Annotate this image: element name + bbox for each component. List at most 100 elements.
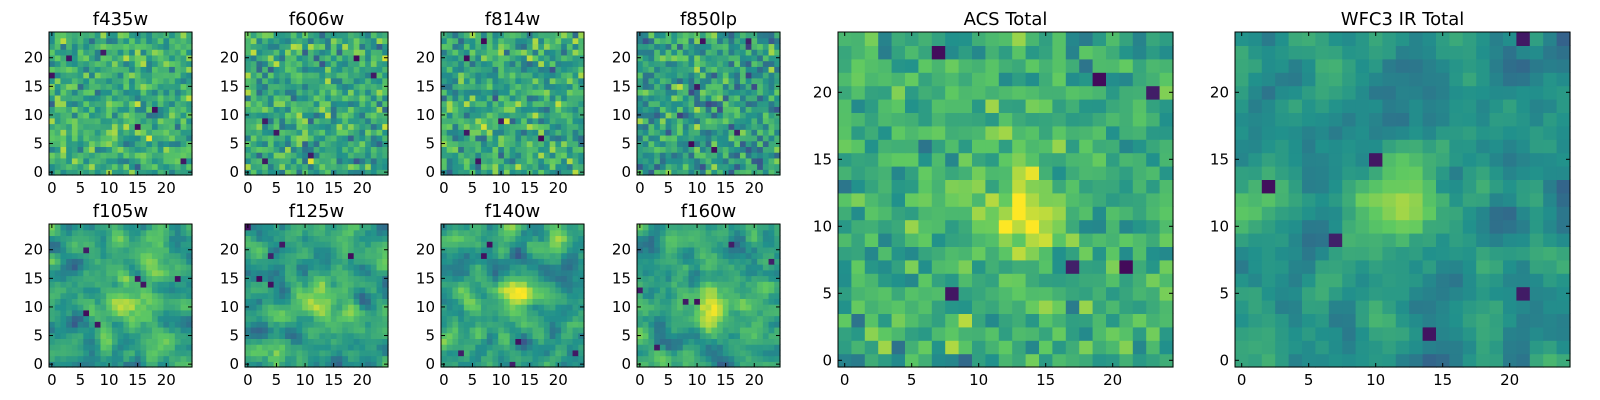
heatmap-cell <box>359 326 366 334</box>
heatmap-cell <box>174 252 182 259</box>
heatmap-cell <box>353 344 360 351</box>
heatmap-cell <box>94 252 102 259</box>
heatmap-cell <box>538 77 545 85</box>
heatmap-cell <box>140 258 147 265</box>
heatmap-cell <box>353 112 360 119</box>
heatmap-cell <box>129 286 136 294</box>
heatmap-cell <box>285 94 292 102</box>
heatmap-cell <box>123 152 130 159</box>
heatmap-cell <box>665 140 672 147</box>
heatmap-cell <box>642 117 650 125</box>
heatmap-cell <box>463 235 471 242</box>
heatmap-cell <box>89 152 96 159</box>
heatmap-cell <box>768 286 775 294</box>
heatmap-cell <box>694 77 701 85</box>
heatmap-cell <box>256 43 263 50</box>
heatmap-cell <box>117 355 124 362</box>
heatmap-cell <box>273 146 280 153</box>
heatmap-cell <box>481 344 488 351</box>
heatmap-cell <box>157 264 164 271</box>
heatmap-cell <box>330 117 338 125</box>
heatmap-cell <box>157 246 164 254</box>
heatmap-cell <box>307 112 315 119</box>
heatmap-cell <box>572 235 579 242</box>
heatmap-cell <box>762 37 770 45</box>
heatmap-cell <box>359 235 366 242</box>
heatmap-cell <box>637 134 644 142</box>
heatmap-cell <box>492 246 499 254</box>
heatmap-cell <box>481 349 488 357</box>
heatmap-cell <box>296 258 303 265</box>
heatmap-cell <box>66 169 73 176</box>
heatmap-cell <box>296 344 303 351</box>
heatmap-cell <box>515 309 522 317</box>
heatmap-cell <box>739 106 747 113</box>
heatmap-cell <box>359 106 366 113</box>
heatmap-cell <box>768 281 775 288</box>
heatmap-cell <box>134 321 142 328</box>
heatmap-cell <box>134 292 142 299</box>
heatmap-cell <box>117 332 124 339</box>
heatmap-cell <box>538 332 545 339</box>
heatmap-cell <box>140 83 147 90</box>
heatmap-cell <box>146 344 153 351</box>
heatmap-cell <box>140 344 147 351</box>
heatmap-cell <box>123 349 130 357</box>
heatmap-cell <box>146 134 153 142</box>
heatmap-cell <box>648 89 655 96</box>
heatmap-cell <box>267 117 275 125</box>
heatmap-cell <box>561 235 568 242</box>
heatmap-cell <box>370 292 378 299</box>
heatmap-cell <box>89 129 96 136</box>
heatmap-cell <box>762 355 770 362</box>
heatmap-cell <box>503 252 511 259</box>
heatmap-cell <box>515 246 522 254</box>
heatmap-cell <box>509 344 516 351</box>
heatmap-cell <box>458 49 465 56</box>
heatmap-cell <box>302 157 309 165</box>
heatmap-cell <box>578 355 585 362</box>
heatmap-cell <box>492 286 499 294</box>
heatmap-cell <box>382 117 389 125</box>
heatmap-cell <box>469 163 476 170</box>
heatmap-cell <box>290 229 298 237</box>
heatmap-cell <box>549 112 556 119</box>
heatmap-cell <box>452 146 459 153</box>
heatmap-cell <box>245 326 252 334</box>
heatmap-cell <box>123 54 130 62</box>
heatmap-cell <box>705 275 712 282</box>
heatmap-cell <box>250 43 258 50</box>
heatmap-cell <box>370 264 378 271</box>
heatmap-cell <box>532 32 539 39</box>
heatmap-cell <box>722 89 730 96</box>
heatmap-cell <box>722 72 730 79</box>
heatmap-cell <box>717 304 724 311</box>
heatmap-cell <box>157 72 164 79</box>
heatmap-cell <box>711 66 718 73</box>
heatmap-cell <box>54 60 62 67</box>
heatmap-cell <box>509 60 516 67</box>
heatmap-cell <box>452 134 459 142</box>
heatmap-cell <box>463 281 471 288</box>
heatmap-cell <box>774 326 781 334</box>
heatmap-cell <box>157 332 164 339</box>
heatmap-cell <box>157 117 164 125</box>
heatmap-cell <box>677 163 684 170</box>
heatmap-cell <box>245 235 252 242</box>
heatmap-cell <box>325 60 332 67</box>
heatmap-cell <box>129 235 136 242</box>
heatmap-cell <box>762 304 770 311</box>
heatmap-cell <box>180 258 187 265</box>
heatmap-cell <box>336 332 343 339</box>
heatmap-cell <box>654 146 661 153</box>
heatmap-cell <box>745 332 752 339</box>
heatmap-cell <box>677 66 684 73</box>
heatmap-cell <box>538 292 545 299</box>
heatmap-cell <box>180 129 187 136</box>
heatmap-cell <box>100 60 107 67</box>
heatmap-cell <box>532 66 539 73</box>
heatmap-cell <box>60 281 67 288</box>
heatmap-cell <box>353 72 360 79</box>
heatmap-cell <box>353 332 360 339</box>
heatmap-cell <box>446 338 454 345</box>
